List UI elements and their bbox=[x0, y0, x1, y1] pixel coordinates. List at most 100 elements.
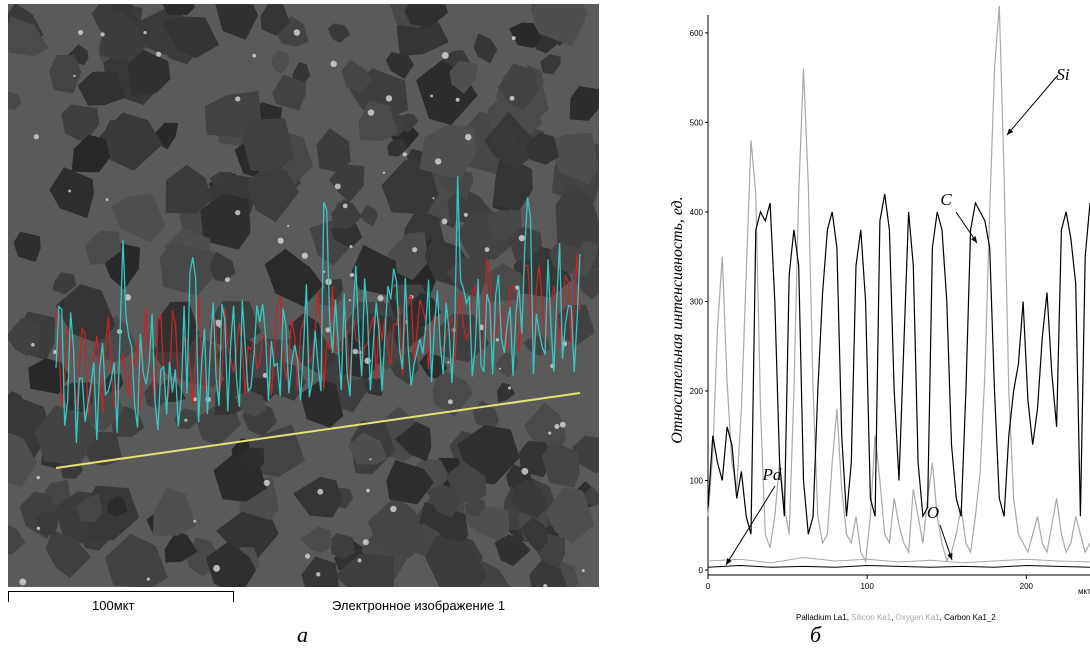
bright-spot bbox=[559, 421, 566, 428]
legend-entry: , bbox=[940, 613, 944, 622]
grain bbox=[49, 55, 82, 94]
bright-spot bbox=[33, 134, 39, 140]
bright-spot bbox=[218, 325, 221, 328]
bright-spot bbox=[235, 209, 241, 216]
annotation-arrow bbox=[1006, 74, 1059, 136]
grain bbox=[387, 138, 409, 157]
grain bbox=[105, 533, 168, 587]
grain bbox=[45, 529, 91, 579]
bright-spot bbox=[263, 479, 270, 487]
bright-spot bbox=[352, 348, 359, 355]
grain bbox=[341, 59, 372, 94]
bright-spot bbox=[432, 197, 435, 200]
grain bbox=[492, 152, 533, 212]
grain bbox=[348, 432, 388, 465]
grain bbox=[329, 164, 365, 203]
grain bbox=[419, 124, 477, 180]
grain bbox=[367, 495, 428, 559]
grain bbox=[264, 248, 324, 307]
grain bbox=[77, 71, 126, 106]
bright-spot bbox=[543, 584, 548, 587]
bright-spot bbox=[73, 74, 76, 78]
grain bbox=[300, 526, 333, 554]
bright-spot bbox=[498, 367, 501, 370]
grain bbox=[385, 51, 414, 79]
x-tick-label: 100 bbox=[860, 582, 874, 591]
grain bbox=[509, 22, 542, 48]
grain bbox=[545, 486, 595, 544]
bright-spot bbox=[214, 319, 222, 327]
grain bbox=[292, 62, 311, 84]
bright-spot bbox=[192, 397, 197, 402]
grain bbox=[331, 199, 363, 229]
bright-spot bbox=[385, 95, 393, 102]
bright-spot bbox=[68, 189, 72, 193]
grain bbox=[432, 368, 474, 417]
grain bbox=[209, 171, 232, 193]
grain bbox=[8, 91, 22, 111]
grain bbox=[209, 251, 236, 282]
grain bbox=[406, 292, 442, 327]
legend-entry: , bbox=[891, 613, 895, 622]
bright-spot bbox=[252, 53, 257, 58]
bright-spot bbox=[434, 158, 442, 165]
grain bbox=[34, 405, 99, 466]
y-tick-label: 600 bbox=[690, 29, 704, 38]
x-axis-unit: мкт bbox=[1078, 587, 1090, 596]
grain bbox=[99, 9, 148, 63]
bright-spot bbox=[463, 212, 468, 217]
grain bbox=[204, 90, 262, 138]
grain bbox=[109, 4, 138, 21]
intensity-chart: 0 100 200 300 400 500 600 0 100 200 мкт Относительн… bbox=[669, 5, 1090, 622]
scale-bar-label: 100мкт bbox=[92, 598, 135, 613]
grain bbox=[236, 447, 265, 472]
bright-spot bbox=[412, 247, 418, 253]
grain bbox=[555, 183, 599, 248]
chart-legend: Palladium La1, Silicon Ka1, Oxygen Ka1, … bbox=[796, 613, 996, 622]
grain bbox=[245, 164, 299, 223]
bright-spot bbox=[301, 252, 308, 259]
grain bbox=[547, 132, 599, 185]
grain bbox=[449, 60, 479, 94]
bright-spot bbox=[349, 245, 353, 249]
series-line-palladium-la1 bbox=[707, 564, 1090, 568]
bright-spot bbox=[36, 475, 40, 480]
legend-entry: Silicon Ka1 bbox=[851, 613, 892, 622]
bright-spot bbox=[554, 424, 560, 429]
bright-spot bbox=[143, 31, 147, 35]
bright-spot bbox=[390, 505, 397, 513]
bright-spot bbox=[349, 272, 355, 278]
bright-spot bbox=[317, 488, 324, 495]
bright-spot bbox=[334, 183, 341, 190]
bright-spot bbox=[518, 234, 525, 242]
bright-spot bbox=[316, 572, 321, 577]
series-line-silicon-ka1 bbox=[707, 5, 1090, 563]
bright-spot bbox=[213, 564, 221, 572]
series-line-carbon-ka1-2 bbox=[707, 193, 1090, 535]
bright-spot bbox=[31, 343, 35, 347]
legend-entry: Carbon Ka1_2 bbox=[944, 613, 996, 622]
grain bbox=[8, 16, 49, 57]
grain bbox=[360, 204, 379, 227]
grain bbox=[569, 86, 599, 121]
bright-spot bbox=[455, 97, 460, 102]
grain bbox=[381, 160, 439, 215]
bright-spot bbox=[322, 270, 326, 273]
grain bbox=[206, 541, 257, 587]
grain bbox=[159, 243, 215, 296]
grain bbox=[438, 168, 473, 201]
grain bbox=[28, 358, 70, 395]
x-tick-label: 200 bbox=[1020, 582, 1034, 591]
bright-spot bbox=[521, 467, 529, 475]
arrow-head bbox=[947, 553, 953, 560]
bright-spot bbox=[293, 29, 301, 36]
grain bbox=[316, 128, 351, 172]
y-tick-label: 500 bbox=[690, 118, 704, 127]
grain bbox=[510, 478, 547, 518]
grain bbox=[464, 497, 486, 517]
bright-spot bbox=[342, 203, 348, 209]
grain bbox=[484, 263, 525, 303]
bright-spot bbox=[348, 299, 352, 302]
grain bbox=[386, 459, 434, 505]
grain bbox=[426, 483, 461, 518]
